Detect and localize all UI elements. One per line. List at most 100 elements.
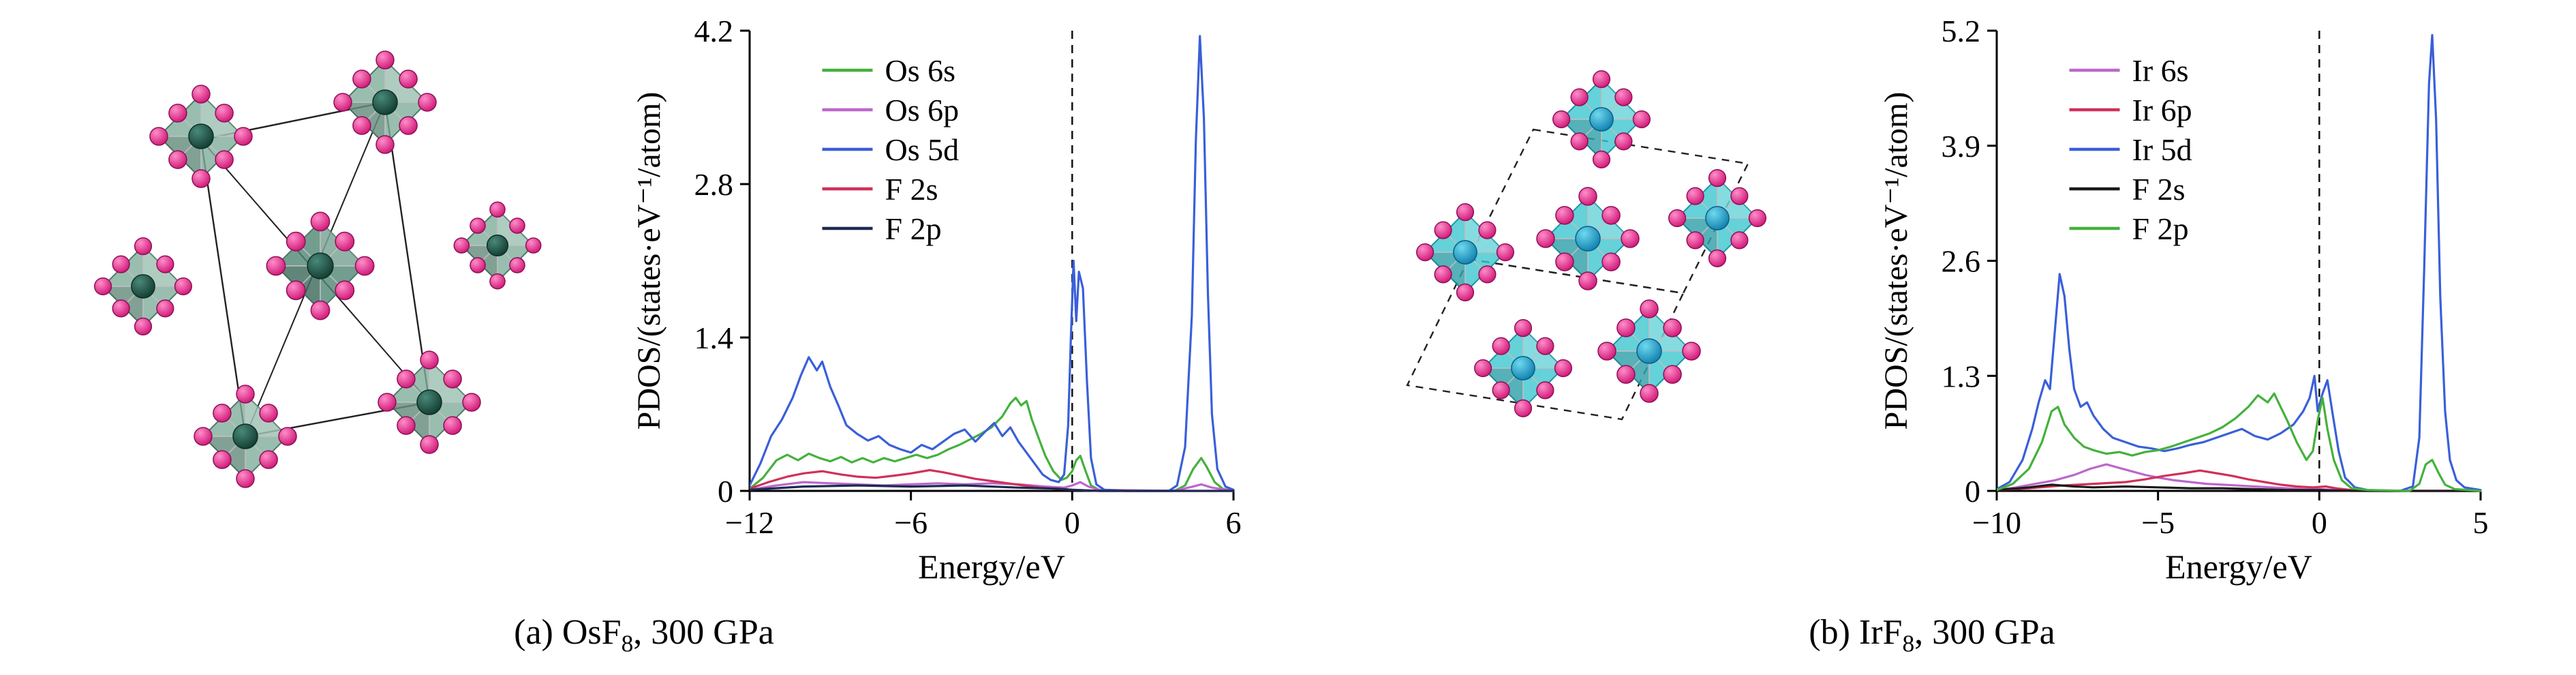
fluorine-atom [149,127,168,146]
fluorine-atom [1478,221,1497,239]
fluorine-atom [236,469,255,488]
pdos-chart-osf8: −12 −6 0 6 0 1.4 2.8 4.2 Os 6s Os 6p Os 5d F 2s F 2p… [631,14,1242,586]
crystal-structure-irf8 [1406,70,1767,421]
metal-atom [188,123,214,149]
series-group [1997,33,2482,492]
fluorine-atom [1536,337,1554,355]
fluorine-atom [462,393,481,412]
metal-atom [1575,226,1601,252]
fluorine-atom [335,231,355,252]
series-line-f-2s [1997,483,2482,492]
y-tick-label: 3.9 [1942,129,1981,164]
caption-a: (a) OsF8, 300 GPa [0,612,1288,657]
fluorine-atom [420,435,439,454]
fluorine-atom [443,370,462,389]
x-tick-label: 0 [2312,505,2327,540]
series-line-os-6s [750,396,1235,492]
y-tick-label: 2.8 [694,167,734,202]
y-tick-label: 4.2 [694,14,734,48]
y-axis-label: PDOS/(states·eV⁻¹/atom) [1878,92,1914,430]
fluorine-atom [134,237,153,256]
fluorine-atom [215,150,234,169]
x-axis-label: Energy/eV [918,548,1065,586]
y-tick-label: 0 [718,474,733,509]
y-tick-label: 2.6 [1942,244,1981,279]
fluorine-atom [1616,318,1636,338]
legend-label: F 2s [2132,172,2186,207]
fluorine-atom [1570,88,1589,106]
fluorine-atom [1492,337,1510,355]
pdos-chart-irf8: −10 −5 0 5 0 1.3 2.6 3.9 5.2 Ir 6s Ir 6p Ir 5d F 2s F… [1878,14,2489,586]
caption-b-post: , 300 GPa [1914,613,2055,652]
series-line-f-2p [750,484,1235,492]
fluorine-atom [1554,359,1572,378]
fluorine-atom [134,317,153,335]
y-tick-label: 5.2 [1942,14,1981,48]
fluorine-atom [375,50,395,70]
fluorine-atom [1552,110,1571,129]
fluorine-atom [399,70,418,89]
fluorine-atom [378,393,397,412]
metal-fluoride-octahedron [1668,169,1767,267]
fluorine-atom [399,116,418,135]
fluorine-atom [1492,381,1510,400]
legend-label: F 2p [885,211,942,246]
fluorine-atom [1570,132,1589,151]
fluorine-atom [1601,252,1621,271]
fluorine-atom [266,256,286,276]
fluorine-atom [1730,187,1749,205]
fluorine-atom [1616,365,1636,384]
legend-label: Ir 5d [2132,132,2192,167]
fluorine-atom [1496,243,1514,262]
fluorine-atom [286,231,306,252]
fluorine-atom [1708,249,1727,267]
metal-fluoride-octahedron [149,85,253,188]
legend-label: F 2p [2132,211,2189,246]
fluorine-atom [1730,231,1749,250]
metal-fluoride-octahedron [1536,187,1640,290]
fluorine-atom [333,93,352,112]
fluorine-atom [352,116,371,135]
x-axis-label: Energy/eV [2165,548,2312,586]
caption-b-pre: (b) IrF [1809,613,1903,652]
fluorine-atom [112,255,130,273]
fluorine-atom [1536,229,1555,248]
metal-fluoride-octahedron [453,201,542,290]
metal-fluoride-octahedron [194,385,297,488]
fluorine-atom [191,169,211,188]
fluorine-atom [352,70,371,89]
fluorine-atom [191,85,211,104]
legend-label: Os 6s [885,53,956,88]
fluorine-atom [112,299,130,318]
x-tick-label: 0 [1064,505,1080,540]
panel-b: −10 −5 0 5 0 1.3 2.6 3.9 5.2 Ir 6s Ir 6p Ir 5d F 2s F… [1288,0,2576,675]
fluorine-atom [93,277,112,296]
metal-atom [131,274,155,299]
legend-label: Ir 6s [2132,53,2189,88]
fluorine-atom [1640,299,1659,318]
series-line-f-2p [1997,392,2482,492]
fluorine-atom [259,450,278,469]
legend-label: Os 5d [885,132,960,167]
fluorine-atom [215,104,234,123]
fluorine-atom [1663,365,1682,384]
metal-atom [372,89,398,115]
fluorine-atom [1708,169,1727,188]
fluorine-atom [1663,318,1682,338]
metal-fluoride-octahedron [378,350,481,454]
fluorine-atom [1601,206,1621,225]
metal-fluoride-octahedron [1474,319,1572,418]
series-line-f-2s [750,468,1235,492]
fluorine-atom [1416,243,1435,262]
metal-atom [307,252,334,280]
fluorine-atom [1640,384,1659,403]
fluorine-atom [1474,359,1492,378]
fluorine-atom [1578,271,1597,290]
fluorine-atom [1614,132,1633,151]
metal-atom [1511,356,1535,380]
caption-a-pre: (a) OsF [514,613,622,652]
fluorine-atom [1456,203,1475,222]
fluorine-atom [509,217,525,234]
fluorine-atom [1686,187,1704,205]
x-tick-label: 6 [1226,505,1242,540]
